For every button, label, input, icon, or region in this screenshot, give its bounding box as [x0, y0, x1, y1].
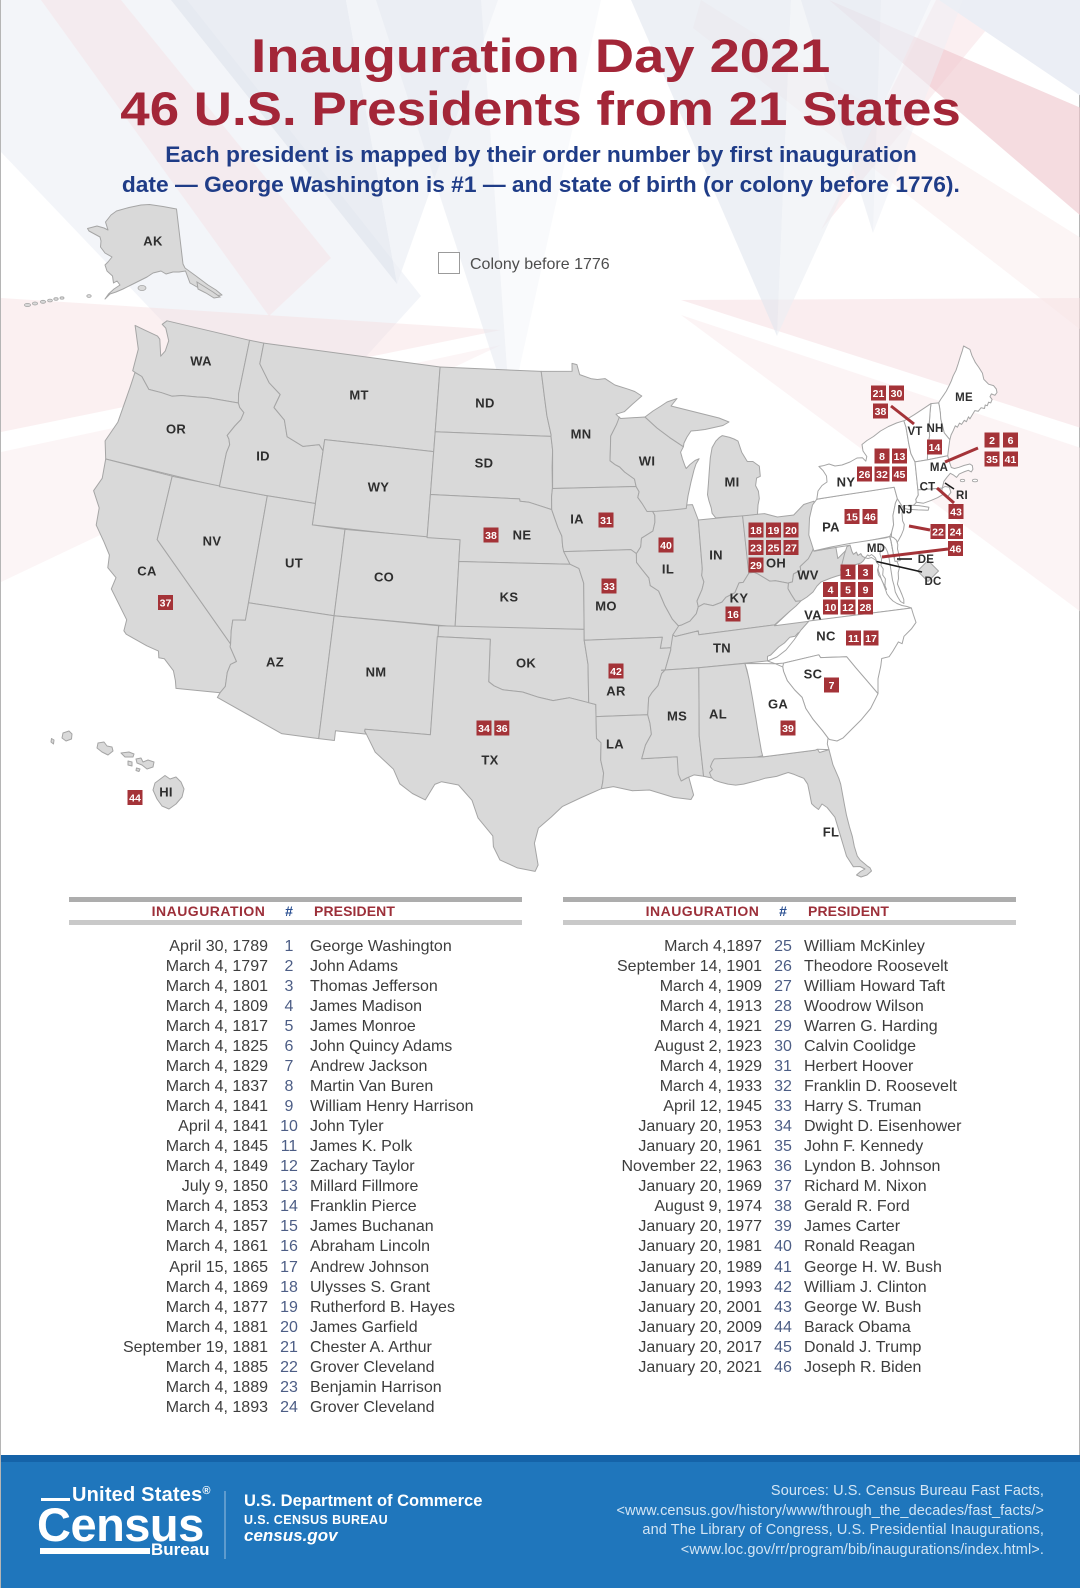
svg-text:WV: WV: [797, 568, 819, 583]
svg-text:12: 12: [842, 602, 854, 614]
svg-text:35: 35: [986, 454, 998, 466]
svg-text:NH: NH: [926, 423, 943, 435]
svg-text:43: 43: [950, 506, 962, 518]
svg-text:IL: IL: [662, 562, 674, 577]
svg-text:CA: CA: [137, 564, 157, 579]
svg-text:DE: DE: [918, 554, 935, 566]
svg-text:8: 8: [879, 451, 885, 463]
svg-text:19: 19: [768, 525, 780, 537]
svg-text:RI: RI: [956, 490, 968, 502]
svg-text:11: 11: [848, 633, 859, 645]
svg-text:AR: AR: [606, 684, 626, 699]
svg-text:KY: KY: [730, 591, 749, 606]
svg-text:5: 5: [845, 584, 851, 596]
svg-text:9: 9: [863, 584, 869, 596]
svg-text:4: 4: [828, 584, 834, 596]
svg-text:MI: MI: [724, 475, 739, 490]
svg-text:16: 16: [727, 609, 739, 621]
svg-text:33: 33: [603, 581, 615, 593]
svg-text:DC: DC: [924, 576, 941, 588]
svg-text:PA: PA: [822, 520, 840, 535]
svg-text:WA: WA: [190, 354, 212, 369]
svg-text:26: 26: [859, 469, 871, 481]
svg-text:AL: AL: [709, 707, 727, 722]
svg-text:MO: MO: [595, 599, 617, 614]
svg-text:24: 24: [950, 526, 962, 538]
svg-text:AZ: AZ: [266, 655, 284, 670]
svg-text:WI: WI: [639, 454, 655, 469]
svg-text:GA: GA: [768, 697, 788, 712]
svg-text:22: 22: [932, 526, 944, 538]
svg-text:UT: UT: [285, 556, 303, 571]
svg-text:7: 7: [829, 680, 835, 692]
svg-text:39: 39: [782, 723, 794, 735]
svg-text:32: 32: [876, 469, 888, 481]
svg-text:MA: MA: [930, 462, 948, 474]
svg-text:41: 41: [1005, 454, 1017, 466]
svg-text:NY: NY: [837, 475, 856, 490]
svg-text:OK: OK: [516, 656, 536, 671]
svg-text:TX: TX: [481, 753, 498, 768]
svg-text:NC: NC: [816, 629, 836, 644]
svg-text:17: 17: [865, 633, 877, 645]
svg-text:WY: WY: [368, 480, 390, 495]
svg-text:36: 36: [496, 723, 508, 735]
svg-text:ME: ME: [955, 392, 973, 404]
svg-text:OH: OH: [766, 556, 786, 571]
svg-text:CO: CO: [374, 570, 394, 585]
svg-text:29: 29: [750, 560, 762, 572]
svg-text:AK: AK: [143, 234, 163, 249]
svg-text:ID: ID: [256, 449, 270, 464]
svg-text:13: 13: [894, 451, 906, 463]
svg-text:KS: KS: [500, 590, 519, 605]
svg-text:2: 2: [989, 435, 995, 447]
svg-text:OR: OR: [166, 422, 186, 437]
svg-text:18: 18: [750, 525, 762, 537]
svg-text:15: 15: [846, 511, 858, 523]
svg-text:14: 14: [929, 442, 941, 454]
svg-text:40: 40: [660, 540, 672, 552]
svg-text:46: 46: [864, 511, 876, 523]
svg-text:NE: NE: [513, 528, 532, 543]
svg-text:28: 28: [860, 602, 872, 614]
svg-text:IA: IA: [570, 512, 584, 527]
svg-text:34: 34: [478, 723, 490, 735]
svg-text:38: 38: [485, 530, 497, 542]
svg-text:NV: NV: [203, 534, 222, 549]
svg-text:FL: FL: [823, 825, 839, 840]
svg-text:31: 31: [600, 515, 612, 527]
svg-text:10: 10: [825, 602, 837, 614]
svg-text:3: 3: [863, 567, 869, 579]
svg-text:VT: VT: [907, 426, 922, 438]
svg-text:44: 44: [129, 792, 141, 804]
svg-text:MS: MS: [667, 709, 687, 724]
svg-text:37: 37: [160, 597, 172, 609]
svg-text:ND: ND: [475, 396, 494, 411]
svg-text:SC: SC: [804, 667, 823, 682]
svg-text:TN: TN: [713, 641, 731, 656]
svg-text:NM: NM: [366, 665, 387, 680]
svg-text:MD: MD: [867, 543, 885, 555]
svg-text:46: 46: [950, 543, 962, 555]
svg-text:IN: IN: [709, 548, 723, 563]
svg-text:30: 30: [891, 388, 903, 400]
svg-text:MN: MN: [571, 427, 592, 442]
svg-text:MT: MT: [349, 388, 368, 403]
svg-text:42: 42: [610, 666, 622, 678]
svg-text:CT: CT: [920, 482, 936, 494]
svg-text:20: 20: [785, 525, 797, 537]
svg-text:1: 1: [845, 567, 851, 579]
svg-text:21: 21: [873, 388, 885, 400]
svg-text:HI: HI: [159, 785, 173, 800]
svg-text:NJ: NJ: [897, 505, 912, 517]
svg-text:27: 27: [785, 542, 797, 554]
svg-text:SD: SD: [475, 456, 494, 471]
svg-text:45: 45: [894, 469, 906, 481]
svg-text:25: 25: [768, 542, 780, 554]
svg-text:6: 6: [1008, 435, 1014, 447]
svg-text:38: 38: [875, 406, 887, 418]
svg-text:VA: VA: [804, 608, 822, 623]
svg-text:23: 23: [750, 542, 762, 554]
svg-text:LA: LA: [606, 737, 624, 752]
